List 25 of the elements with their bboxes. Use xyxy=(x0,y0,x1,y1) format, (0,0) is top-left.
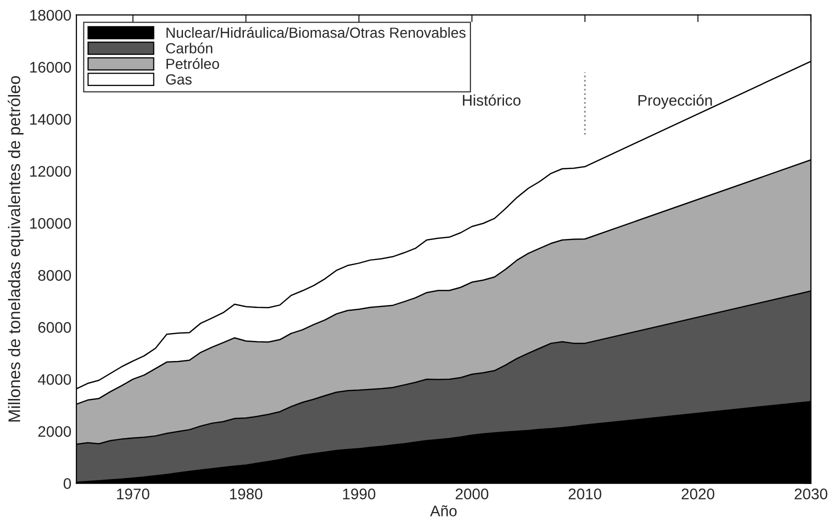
y-tick-label: 8000 xyxy=(38,270,71,281)
y-axis-title: Millones de toneladas equivalentes de petróleo xyxy=(8,76,24,422)
x-tick-label: 2030 xyxy=(794,488,828,500)
legend-label: Nuclear/Hidráulica/Biomasa/Otras Renovables xyxy=(166,26,466,38)
x-axis-title: Año xyxy=(430,505,457,516)
x-tick-label: 2020 xyxy=(682,488,714,500)
x-tick-label: 1970 xyxy=(117,488,150,500)
legend-label: Gas xyxy=(166,74,192,85)
x-tick-label: 1990 xyxy=(343,488,376,500)
legend-label: Petróleo xyxy=(166,58,220,70)
x-tick-label: 2010 xyxy=(568,488,602,500)
y-tick-label: 10000 xyxy=(30,218,71,229)
x-tick-label: 2000 xyxy=(456,488,488,500)
y-tick-label: 12000 xyxy=(30,166,71,177)
annotation: Proyección xyxy=(638,94,712,109)
y-tick-label: 2000 xyxy=(38,426,71,437)
y-tick-label: 4000 xyxy=(38,374,71,385)
y-tick-label: 18000 xyxy=(30,10,71,21)
x-tick-label: 1980 xyxy=(230,488,262,500)
y-tick-label: 6000 xyxy=(38,322,71,333)
annotation: Histórico xyxy=(462,94,520,106)
legend-label: Carbón xyxy=(166,42,212,54)
y-tick-label: 14000 xyxy=(30,114,71,125)
y-tick-label: 0 xyxy=(64,478,71,489)
y-tick-label: 16000 xyxy=(30,62,71,73)
